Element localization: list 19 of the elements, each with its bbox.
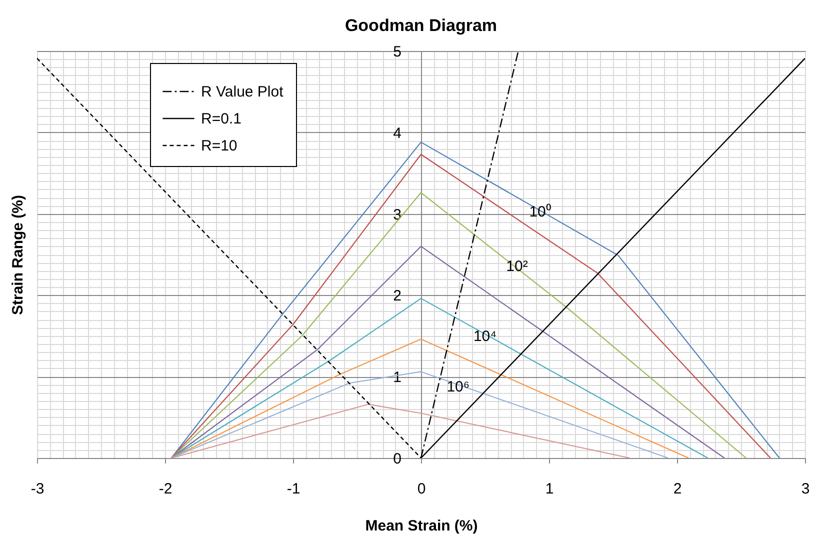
legend-label: R Value Plot — [201, 84, 284, 100]
y-tick-label: 4 — [393, 124, 402, 142]
annotation: 10⁶ — [446, 378, 470, 396]
legend-label: R=0.1 — [201, 110, 242, 128]
y-tick-label: 1 — [393, 369, 402, 386]
x-tick-label: 3 — [801, 480, 810, 498]
legend-label: R=10 — [201, 138, 238, 154]
x-tick-label: -1 — [286, 480, 300, 498]
x-tick-label: 0 — [417, 480, 426, 498]
x-axis-title: Mean Strain (%) — [365, 518, 478, 534]
chart-title: Goodman Diagram — [344, 16, 498, 35]
y-axis-title: Strain Range (%) — [10, 194, 26, 316]
x-tick-label: -3 — [30, 480, 44, 498]
x-tick-label: -2 — [158, 480, 172, 498]
y-tick-label: 0 — [393, 450, 402, 468]
x-tick-label: 2 — [673, 480, 682, 498]
y-tick-label: 5 — [393, 44, 402, 60]
y-tick-label: 2 — [393, 288, 402, 305]
x-tick-label: 1 — [545, 480, 554, 498]
